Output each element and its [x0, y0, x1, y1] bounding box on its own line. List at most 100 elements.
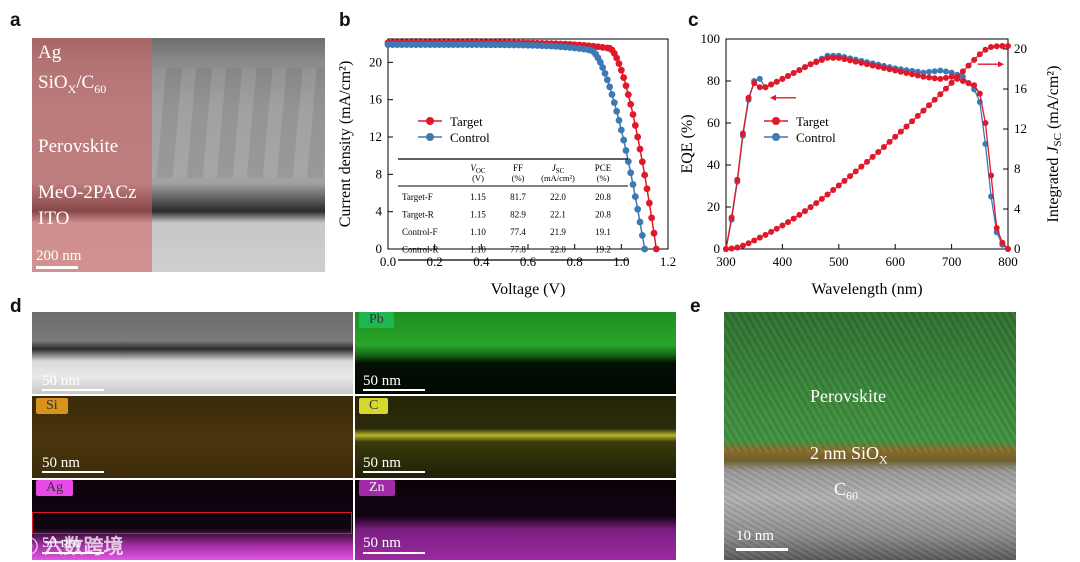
eqe-point-target — [779, 75, 786, 82]
legend-marker-target — [426, 117, 434, 125]
label-siox: 2 nm SiOX — [810, 443, 888, 467]
eqe-point-target — [807, 61, 814, 68]
y2-tick-label: 0 — [1014, 241, 1021, 256]
legend-label-control: Control — [450, 130, 490, 145]
element-tag-si: Si — [36, 398, 68, 414]
scale-bar-label: 50 nm — [42, 535, 80, 551]
eqe-point-target — [790, 70, 797, 77]
integrated-jsc-point — [790, 215, 797, 222]
integrated-jsc-point — [926, 102, 933, 109]
eqe-point-target — [796, 67, 803, 74]
data-point-control — [403, 41, 411, 49]
scale-bar-label: 200 nm — [36, 248, 82, 264]
eqe-point-target — [1005, 246, 1011, 252]
integrated-jsc-point — [762, 231, 769, 238]
label-c60: C60 — [834, 479, 859, 503]
integrated-jsc-point — [852, 168, 859, 175]
layer-highlight-overlay — [32, 38, 152, 272]
x-tick-label: 0.0 — [380, 254, 396, 269]
data-point-target — [634, 133, 642, 141]
y2-tick-label: 12 — [1014, 121, 1027, 136]
element-tag-c: C — [359, 398, 389, 414]
integrated-jsc-point — [914, 112, 921, 119]
integrated-jsc-point — [739, 242, 746, 249]
data-point-target — [617, 66, 625, 74]
table-cell: 1.10 — [470, 245, 486, 255]
integrated-jsc-point — [965, 62, 972, 69]
y-tick-label: 80 — [707, 73, 720, 88]
eqe-point-target — [835, 54, 842, 61]
table-cell: 22.0 — [550, 192, 566, 202]
table-cell: 20.8 — [595, 192, 611, 202]
eqe-point-target — [897, 68, 904, 75]
data-point-control — [608, 91, 616, 98]
x-tick-label: 300 — [716, 254, 736, 269]
data-point-control — [624, 158, 632, 165]
integrated-jsc-point — [937, 91, 944, 98]
integrated-jsc-point — [909, 118, 916, 125]
eqe-point-target — [971, 82, 978, 89]
data-point-control — [417, 41, 425, 49]
integrated-jsc-point — [723, 246, 729, 252]
integrated-jsc-point — [971, 56, 978, 63]
integrated-jsc-point — [801, 208, 808, 215]
table-cell: 77.4 — [510, 227, 526, 237]
data-point-control — [445, 41, 453, 49]
data-point-target — [641, 171, 649, 179]
integrated-jsc-point — [869, 153, 876, 160]
x-tick-label: 700 — [942, 254, 962, 269]
table-header: FF — [513, 163, 523, 173]
eqe-point-target — [942, 74, 949, 81]
integrated-jsc-point — [779, 222, 786, 229]
data-point-target — [638, 158, 646, 166]
data-point-control — [393, 41, 401, 48]
eds-map-ag: Ag 50 nm — [32, 480, 353, 560]
data-point-target — [627, 100, 635, 108]
scale-bar-label: 10 nm — [736, 528, 774, 544]
layer-label-meo-2pacz: MeO-2PACz — [38, 182, 137, 203]
integrated-jsc-point — [858, 163, 865, 170]
integrated-jsc-point — [813, 200, 820, 207]
y-tick-label: 20 — [707, 199, 720, 214]
x-tick-label: 500 — [829, 254, 849, 269]
x-tick-label: 0.6 — [520, 254, 537, 269]
eqe-point-control — [931, 68, 938, 75]
legend-marker-control — [772, 133, 780, 141]
eqe-point-target — [920, 73, 927, 80]
y-axis-label: EQE (%) — [680, 114, 696, 173]
tem-image: Perovskite 2 nm SiOX C60 10 nm — [724, 312, 1016, 560]
legend-marker-target — [772, 117, 780, 125]
data-point-target — [650, 229, 658, 237]
eqe-point-target — [909, 71, 916, 78]
data-point-control — [435, 41, 443, 49]
y-tick-label: 12 — [369, 129, 382, 144]
eqe-point-target — [745, 94, 752, 101]
eqe-point-target — [852, 58, 859, 65]
eds-map-pb: Pb 50 nm — [355, 312, 676, 394]
y-tick-label: 100 — [701, 31, 721, 46]
eqe-point-target — [892, 67, 899, 74]
data-point-control — [431, 41, 439, 49]
data-point-control — [384, 41, 392, 48]
integrated-jsc-point — [948, 79, 955, 86]
integrated-jsc-point — [756, 234, 763, 241]
x-tick-label: 0.8 — [567, 254, 583, 269]
data-point-control — [603, 76, 611, 84]
table-cell: 1.15 — [470, 192, 486, 202]
x-tick-label: 1.0 — [613, 254, 629, 269]
eqe-point-control — [756, 75, 763, 82]
eqe-point-target — [751, 80, 758, 87]
eqe-point-target — [931, 75, 938, 82]
eds-map-si: Si 50 nm — [32, 396, 353, 478]
y2-tick-label: 16 — [1014, 81, 1028, 96]
panel-label-e: e — [690, 296, 701, 317]
integrated-jsc-point — [954, 74, 961, 81]
eqe-point-target — [728, 214, 735, 221]
integrated-jsc-point — [892, 133, 899, 140]
data-point-control — [610, 99, 618, 107]
y2-tick-label: 20 — [1014, 41, 1027, 56]
data-point-target — [652, 245, 660, 253]
scale-bar — [36, 266, 78, 269]
haadf-image: 50 nm — [32, 312, 353, 394]
integrated-jsc-point — [818, 195, 825, 202]
